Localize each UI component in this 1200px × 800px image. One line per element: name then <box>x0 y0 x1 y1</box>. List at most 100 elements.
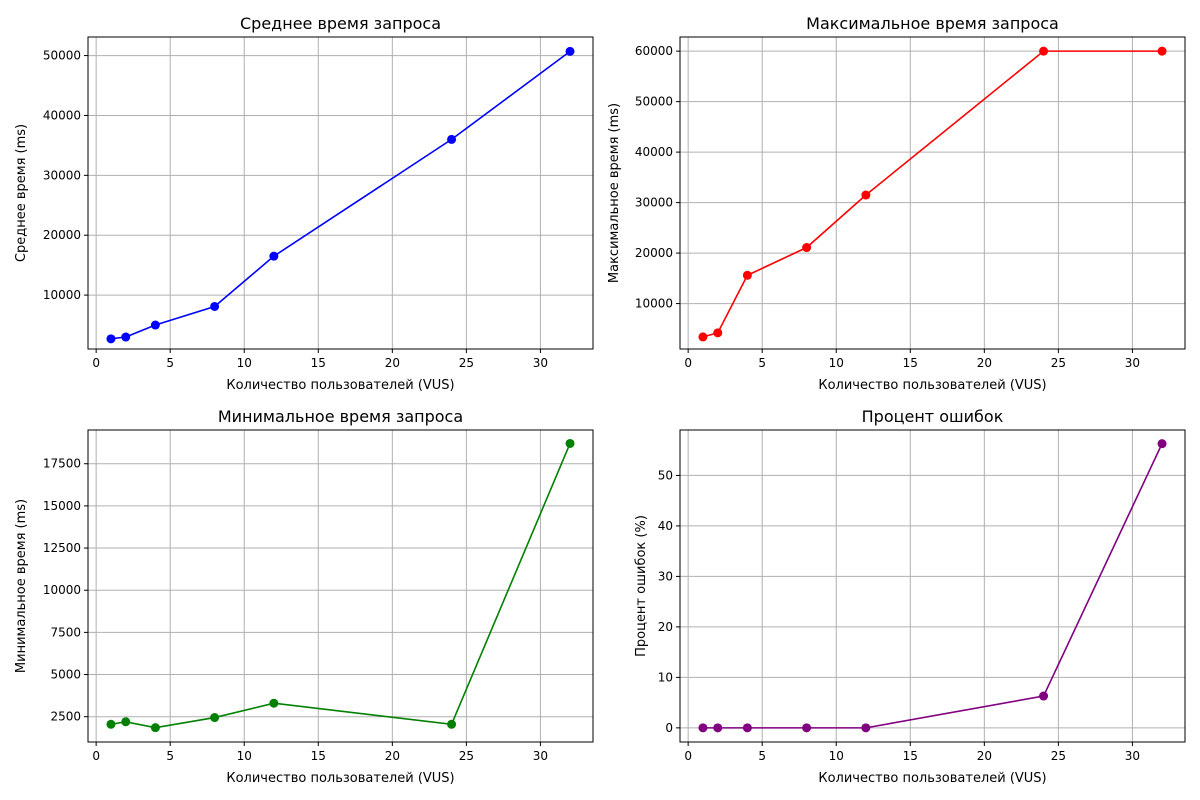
subplot-maximum-grid <box>680 37 1185 349</box>
x-tick-label: 15 <box>903 356 918 370</box>
subplot-minimum-xlabel: Количество пользователей (VUS) <box>226 771 454 786</box>
data-point <box>742 270 752 280</box>
y-tick-label: 17500 <box>43 457 81 471</box>
y-tick-label: 5000 <box>50 668 81 682</box>
y-tick-label: 10000 <box>43 583 81 597</box>
data-point <box>121 717 131 727</box>
y-tick-label: 10000 <box>635 297 673 311</box>
y-tick-label: 30000 <box>43 168 81 182</box>
y-tick-label: 2500 <box>50 710 81 724</box>
x-tick-label: 25 <box>459 356 474 370</box>
x-tick-label: 15 <box>311 749 326 763</box>
y-tick-label: 20000 <box>43 228 81 242</box>
subplot-average-frame <box>87 36 594 350</box>
x-tick-label: 25 <box>459 749 474 763</box>
subplot-errors-grid <box>680 430 1185 742</box>
x-tick-label: 0 <box>684 356 692 370</box>
y-tick-label: 50000 <box>43 49 81 63</box>
subplot-maximum-ylabel: Максимальное время (ms) <box>607 103 622 283</box>
x-tick-label: 30 <box>533 749 548 763</box>
subplot-average-ylabel: Среднее время (ms) <box>14 124 29 262</box>
subplot-maximum: Максимальное время запроса Количество по… <box>607 14 1186 393</box>
data-point <box>1157 46 1167 56</box>
subplot-minimum-grid <box>88 430 593 742</box>
data-point <box>565 438 575 448</box>
x-tick-label: 10 <box>829 749 844 763</box>
subplot-maximum-frame <box>679 36 1186 350</box>
subplot-average-grid <box>88 37 593 349</box>
data-point <box>210 301 220 311</box>
y-tick-label: 20 <box>658 620 673 634</box>
y-tick-label: 10 <box>658 670 673 684</box>
y-tick-label: 60000 <box>635 44 673 58</box>
subplot-average-title: Среднее время запроса <box>240 14 441 33</box>
data-point <box>713 328 723 338</box>
subplot-average: Среднее время запроса Количество пользов… <box>14 14 594 393</box>
data-point <box>121 332 131 342</box>
y-tick-label: 0 <box>665 721 673 735</box>
y-tick-label: 30000 <box>635 196 673 210</box>
x-tick-label: 10 <box>829 356 844 370</box>
subplot-maximum-xlabel: Количество пользователей (VUS) <box>818 378 1046 393</box>
data-point <box>1039 691 1049 701</box>
x-tick-label: 10 <box>237 749 252 763</box>
y-tick-label: 40000 <box>635 145 673 159</box>
data-point <box>106 719 116 729</box>
x-tick-label: 10 <box>237 356 252 370</box>
y-tick-label: 20000 <box>635 246 673 260</box>
y-tick-label: 50 <box>658 468 673 482</box>
x-tick-label: 5 <box>758 749 766 763</box>
y-tick-label: 40 <box>658 519 673 533</box>
subplot-maximum-title: Максимальное время запроса <box>806 14 1059 33</box>
subplot-errors-xlabel: Количество пользователей (VUS) <box>818 771 1046 786</box>
data-point <box>802 243 812 253</box>
y-tick-label: 7500 <box>50 625 81 639</box>
y-tick-label: 10000 <box>43 288 81 302</box>
subplot-errors-ylabel: Процент ошибок (%) <box>634 515 649 657</box>
data-point <box>742 723 752 733</box>
data-point <box>269 251 279 261</box>
x-tick-label: 5 <box>166 749 174 763</box>
subplot-minimum-ylabel: Минимальное время (ms) <box>14 499 29 673</box>
x-tick-label: 0 <box>92 749 100 763</box>
data-point <box>447 719 457 729</box>
subplot-errors-frame <box>679 429 1186 743</box>
x-tick-label: 25 <box>1051 356 1066 370</box>
data-point <box>447 134 457 144</box>
subplot-minimum-frame <box>87 429 594 743</box>
subplot-minimum-title: Минимальное время запроса <box>218 407 463 426</box>
x-tick-label: 15 <box>903 749 918 763</box>
x-tick-label: 20 <box>977 749 992 763</box>
x-tick-label: 25 <box>1051 749 1066 763</box>
x-tick-label: 30 <box>1125 749 1140 763</box>
data-point <box>150 320 160 330</box>
x-tick-label: 15 <box>311 356 326 370</box>
data-point <box>698 332 708 342</box>
data-point <box>861 190 871 200</box>
subplot-errors: Процент ошибок Количество пользователей … <box>634 407 1186 786</box>
x-tick-label: 0 <box>92 356 100 370</box>
x-tick-label: 5 <box>166 356 174 370</box>
y-tick-label: 15000 <box>43 499 81 513</box>
data-point <box>565 46 575 56</box>
data-point <box>1157 439 1167 449</box>
y-tick-label: 12500 <box>43 541 81 555</box>
data-point <box>861 723 871 733</box>
data-point <box>210 713 220 723</box>
y-tick-label: 30 <box>658 569 673 583</box>
data-point <box>698 723 708 733</box>
x-tick-label: 5 <box>758 356 766 370</box>
data-point <box>150 723 160 733</box>
y-tick-label: 40000 <box>43 108 81 122</box>
data-point <box>802 723 812 733</box>
x-tick-label: 30 <box>533 356 548 370</box>
subplot-minimum: Минимальное время запроса Количество пол… <box>14 407 594 786</box>
data-point <box>1039 46 1049 56</box>
data-point <box>106 334 116 344</box>
subplot-average-xlabel: Количество пользователей (VUS) <box>226 378 454 393</box>
x-tick-label: 20 <box>385 749 400 763</box>
x-tick-label: 30 <box>1125 356 1140 370</box>
subplot-errors-title: Процент ошибок <box>862 407 1004 426</box>
